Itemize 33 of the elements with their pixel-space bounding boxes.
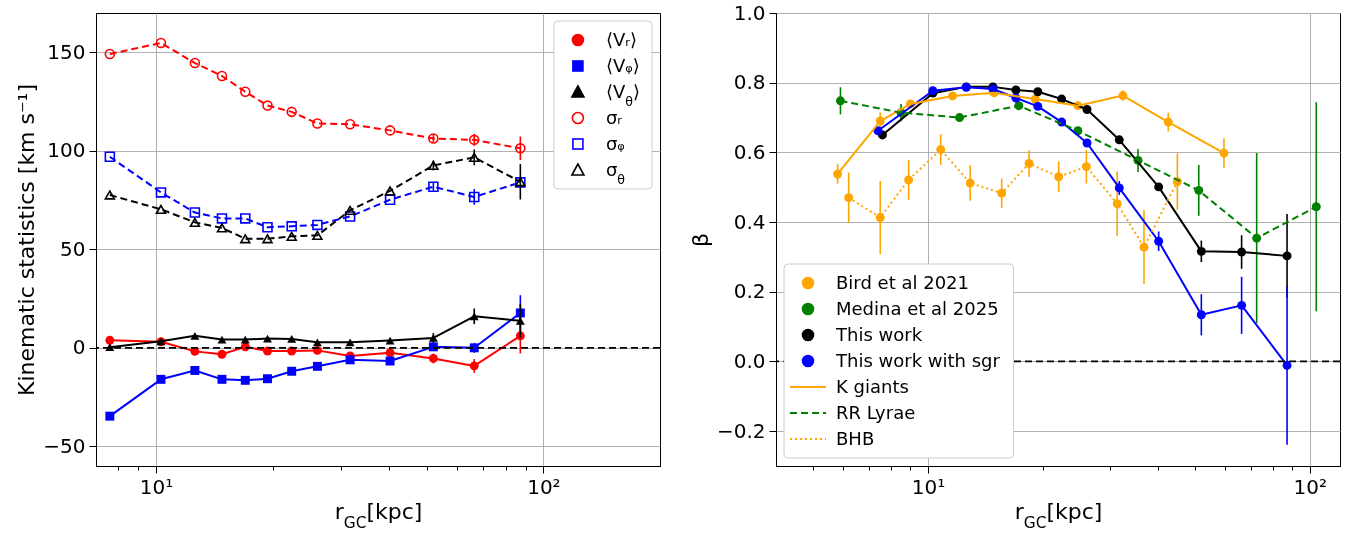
y-tick-label: −0.2 — [716, 418, 766, 443]
legend-label: This work — [835, 324, 923, 345]
legend-label: This work with sgr — [835, 350, 1001, 371]
y-tick-label: −50 — [43, 433, 86, 458]
legend-label: RR Lyrae — [836, 402, 916, 423]
legend-label: σᵣ — [605, 107, 623, 128]
x-tick-label: 10¹ — [911, 474, 946, 499]
y-tick-label: 100 — [47, 138, 86, 163]
y-axis-title: β — [687, 232, 713, 248]
y-tick-label: 0 — [72, 335, 86, 360]
legend-label: Medina et al 2025 — [836, 298, 999, 319]
y-axis-title: Kinematic statistics [km s⁻¹] — [14, 83, 40, 397]
y-tick-label: 0.8 — [733, 70, 766, 95]
legend-label: σᵩ — [605, 133, 625, 154]
x-tick-label: 10² — [1293, 474, 1327, 499]
legend-label: K giants — [836, 376, 909, 397]
x-tick-label: 10² — [527, 474, 561, 499]
x-axis-title: r$_{GC}$[kpc] — [1014, 498, 1103, 532]
legend-label: ⟨Vᵩ⟩ — [605, 55, 640, 76]
y-tick-label: 50 — [60, 236, 86, 261]
x-tick-label: 10¹ — [139, 474, 174, 499]
legend-label: BHB — [836, 428, 875, 449]
y-tick-label: 0.6 — [733, 139, 766, 164]
legend-label: ⟨Vᵣ⟩ — [605, 29, 637, 50]
legend-label: σ$_{θ}$ — [605, 159, 626, 187]
x-axis-title: r$_{GC}$[kpc] — [334, 498, 423, 532]
y-tick-label: 0.4 — [733, 209, 766, 234]
legend-label: Bird et al 2021 — [836, 272, 969, 293]
y-tick-label: 0.0 — [733, 348, 766, 373]
y-tick-label: 0.2 — [733, 279, 766, 304]
y-tick-label: 150 — [47, 39, 86, 64]
y-tick-label: 1.0 — [733, 0, 766, 25]
legend-label: ⟨V$_{θ}$⟩ — [605, 81, 640, 109]
